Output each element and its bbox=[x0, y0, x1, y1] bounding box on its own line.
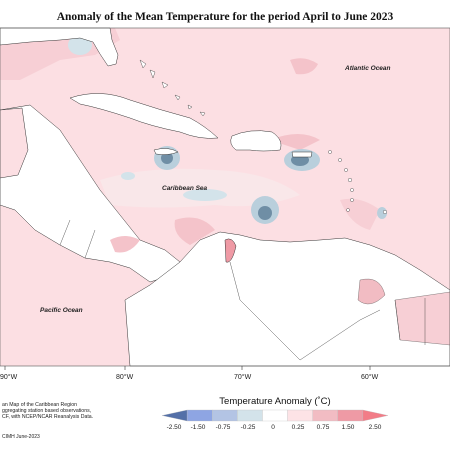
colorbar-segment bbox=[287, 409, 313, 422]
land-florida bbox=[0, 27, 119, 67]
legend-tick: -2.50 bbox=[166, 424, 182, 431]
cool-spot-caymans bbox=[121, 172, 135, 180]
land-yucatan bbox=[0, 107, 29, 179]
neutral-patch-central bbox=[100, 168, 300, 208]
legend-colorbar bbox=[161, 409, 389, 422]
warm-patch-antilles bbox=[340, 198, 380, 230]
credit-text: CIMH June-2023 bbox=[2, 434, 40, 440]
map-title: Anomaly of the Mean Temperature for the … bbox=[56, 11, 394, 23]
colorbar-segment bbox=[212, 409, 238, 422]
legend-tick: -1.50 bbox=[190, 424, 206, 431]
colorbar-segment bbox=[186, 409, 213, 422]
tick-80w: 80°W bbox=[116, 373, 134, 381]
legend-tick: 1.50 bbox=[341, 424, 355, 431]
legend-tick: -0.75 bbox=[215, 424, 231, 431]
warm-patch-panama bbox=[110, 236, 140, 253]
colorbar-segment bbox=[161, 409, 188, 422]
map-frame bbox=[0, 27, 450, 367]
legend-tick: 0.25 bbox=[291, 424, 305, 431]
lake-maracaibo bbox=[224, 238, 237, 263]
map-note: an Map of the Caribbean Region ggregatin… bbox=[2, 402, 142, 421]
legend-tick: 0 bbox=[271, 424, 275, 431]
longitude-axis: 90°W 80°W 70°W 60°W bbox=[0, 366, 379, 381]
colorbar-segment bbox=[262, 409, 288, 422]
land-south-america bbox=[124, 231, 450, 367]
colorbar-segment bbox=[237, 409, 263, 422]
label-atlantic-ocean: Atlantic Ocean bbox=[344, 65, 391, 72]
note-line: CF, with NCEP/NCAR Reanalysis Data. bbox=[2, 414, 94, 421]
note-line: ggregating station based observations, bbox=[2, 408, 92, 415]
land-puerto-rico bbox=[291, 151, 313, 158]
colorbar-segment bbox=[312, 409, 338, 422]
colorbar-segment bbox=[362, 409, 389, 422]
cool-spot-jamaica-core bbox=[161, 152, 173, 164]
country-borders bbox=[59, 219, 426, 361]
tick-70w: 70°W bbox=[234, 373, 252, 381]
note-line: an Map of the Caribbean Region bbox=[2, 402, 77, 408]
land-bahamas bbox=[139, 59, 206, 117]
label-pacific-ocean: Pacific Ocean bbox=[40, 307, 83, 314]
label-caribbean-sea: Caribbean Sea bbox=[162, 185, 208, 192]
warm-patch-guyana bbox=[357, 278, 386, 305]
cool-spot-curacao-core bbox=[258, 206, 272, 220]
legend-title: Temperature Anomaly (˚C) bbox=[219, 396, 331, 407]
warm-patch-colombia bbox=[174, 217, 215, 245]
warm-patch-hispaniola bbox=[270, 134, 320, 150]
tick-90w: 90°W bbox=[0, 373, 18, 381]
legend-tick: -0.25 bbox=[240, 424, 256, 431]
cool-spot-barbados bbox=[377, 207, 387, 219]
legend-tick: 0.75 bbox=[316, 424, 330, 431]
cool-patch-central bbox=[183, 189, 227, 201]
warm-patch-suriname bbox=[394, 291, 450, 346]
land-cuba bbox=[69, 93, 219, 139]
land-hispaniola bbox=[230, 130, 282, 152]
colorbar-segment bbox=[337, 409, 364, 422]
land-lesser-antilles bbox=[328, 150, 388, 214]
tick-60w: 60°W bbox=[361, 373, 379, 381]
legend-tick: 2.50 bbox=[368, 424, 382, 431]
land-jamaica bbox=[153, 148, 179, 155]
warm-patch-atlantic bbox=[290, 58, 318, 75]
